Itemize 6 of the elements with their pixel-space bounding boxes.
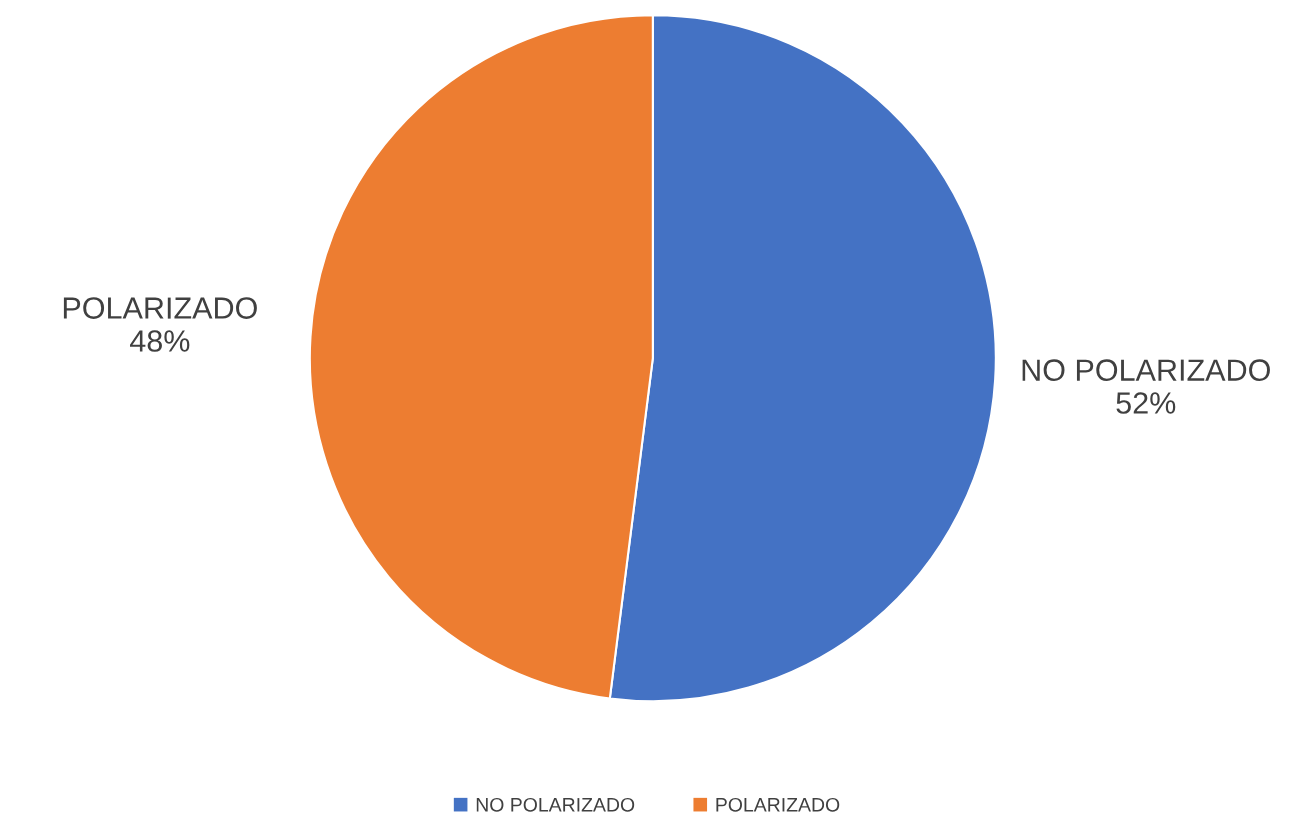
slice-label: POLARIZADO [63, 297, 257, 319]
data-label: 52% [1116, 392, 1176, 414]
slice-label: NO POLARIZADO [1022, 359, 1270, 381]
legend-label: NO POLARIZADO [476, 797, 635, 812]
data-label: 48% [130, 330, 190, 352]
legend-label: POLARIZADO [716, 797, 840, 812]
